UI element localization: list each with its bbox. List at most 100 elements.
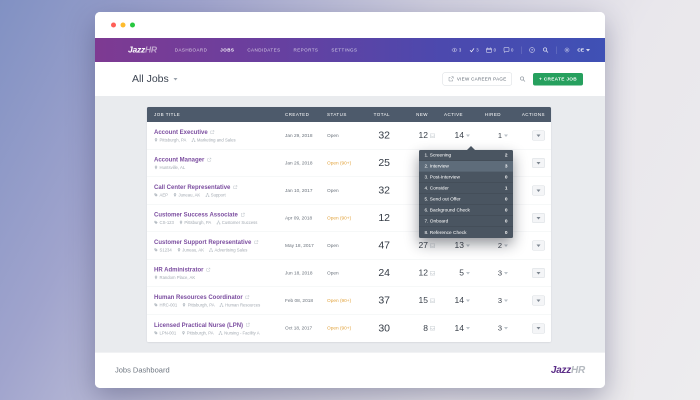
department-icon xyxy=(216,220,221,225)
stage-item-onboard[interactable]: 7. Onboard 0 xyxy=(419,216,513,227)
window-minimize-button[interactable] xyxy=(120,22,126,28)
inbox-icon[interactable] xyxy=(430,270,435,276)
chevron-down-icon[interactable] xyxy=(466,327,470,330)
browser-window: JazzHR DASHBOARD JOBS CANDIDATES REPORTS… xyxy=(95,12,605,388)
footer-caption: Jobs Dashboard xyxy=(115,366,170,375)
chevron-down-icon[interactable] xyxy=(504,271,508,275)
stage-item-screening[interactable]: 1. Screening 2 xyxy=(419,150,513,161)
inbox-icon[interactable] xyxy=(430,243,435,248)
hired-count[interactable]: 3 xyxy=(497,268,502,278)
stage-item-consider[interactable]: 4. Consider 1 xyxy=(419,183,513,194)
hired-count[interactable]: 2 xyxy=(497,241,502,250)
calendar-indicator[interactable]: 0 xyxy=(486,47,496,53)
job-meta: HRC-001 Pittsburgh, PA Human Resources xyxy=(154,303,285,308)
settings-gear-button[interactable] xyxy=(564,47,570,53)
external-link-icon[interactable] xyxy=(206,267,211,272)
total-count: 47 xyxy=(378,239,390,252)
chevron-down-icon[interactable] xyxy=(504,327,508,330)
chevron-down-icon[interactable] xyxy=(466,244,470,247)
active-count[interactable]: 13 xyxy=(454,240,464,251)
tasks-indicator[interactable]: 3 xyxy=(469,47,479,53)
hired-count[interactable]: 3 xyxy=(497,296,502,305)
chevron-down-icon[interactable] xyxy=(466,271,470,275)
row-actions-button[interactable] xyxy=(532,323,545,334)
nav-item-dashboard[interactable]: DASHBOARD xyxy=(174,47,208,53)
status-label: Open (90+) xyxy=(327,215,352,221)
job-title-link[interactable]: Customer Success Associate xyxy=(154,211,238,218)
watching-indicator[interactable]: 3 xyxy=(451,47,461,53)
active-count[interactable]: 14 xyxy=(454,323,464,333)
location-pin-icon xyxy=(177,248,181,252)
job-title-link[interactable]: Licensed Practical Nurse (LPN) xyxy=(154,321,244,329)
tag-icon xyxy=(154,248,158,252)
location-pin-icon xyxy=(173,193,177,197)
chevron-down-icon[interactable] xyxy=(504,244,508,247)
jazzhr-logo[interactable]: JazzHR xyxy=(128,45,157,55)
stage-item-post-interview[interactable]: 3. Post-Interview 0 xyxy=(419,172,513,183)
external-link-icon[interactable] xyxy=(233,185,238,190)
window-close-button[interactable] xyxy=(111,22,116,28)
row-actions-button[interactable] xyxy=(532,130,545,141)
created-date: Jun 18, 2018 xyxy=(285,270,313,276)
active-count[interactable]: 14 xyxy=(454,295,464,306)
jobs-filter-dropdown[interactable]: All Jobs xyxy=(132,73,178,85)
external-link-icon[interactable] xyxy=(207,157,212,162)
help-button[interactable]: ? xyxy=(529,47,535,53)
header-total: TOTAL xyxy=(373,112,390,117)
inbox-icon[interactable] xyxy=(430,298,435,303)
navbar-divider xyxy=(555,46,557,54)
external-link-icon[interactable] xyxy=(246,322,251,328)
tag-icon xyxy=(154,331,158,335)
chevron-down-icon xyxy=(536,299,541,302)
active-count[interactable]: 14 xyxy=(454,130,464,141)
nav-item-settings[interactable]: SETTINGS xyxy=(331,47,358,53)
external-link-icon[interactable] xyxy=(245,295,250,300)
row-actions-button[interactable] xyxy=(532,240,545,251)
create-job-button[interactable]: + CREATE JOB xyxy=(533,72,583,86)
job-title-link[interactable]: Account Executive xyxy=(154,128,208,136)
status-label: Open (90+) xyxy=(327,325,352,332)
view-career-page-button[interactable]: VIEW CAREER PAGE xyxy=(442,72,513,86)
external-link-icon[interactable] xyxy=(254,240,259,245)
nav-item-jobs[interactable]: JOBS xyxy=(220,47,235,53)
stage-item-send-out-offer[interactable]: 5. Send out Offer 0 xyxy=(419,194,513,205)
header-actions: ACTIONS xyxy=(521,112,545,117)
user-menu[interactable]: CE xyxy=(577,47,590,53)
row-actions-button[interactable] xyxy=(532,295,545,306)
job-title-link[interactable]: Call Center Representative xyxy=(154,183,231,191)
stage-item-reference-check[interactable]: 8. Reference Check 0 xyxy=(424,229,508,236)
jobs-search-button[interactable] xyxy=(520,76,526,82)
row-actions-button[interactable] xyxy=(532,268,545,278)
job-meta: CS-123 Pittsburgh, PA Customer Success xyxy=(154,220,285,225)
status-label: Open (90+) xyxy=(327,160,352,166)
row-actions-button[interactable] xyxy=(532,213,545,223)
stage-item-interview[interactable]: 2. Interview 3 xyxy=(419,161,513,172)
nav-item-reports[interactable]: REPORTS xyxy=(293,47,319,53)
inbox-icon[interactable] xyxy=(430,133,435,138)
row-actions-button[interactable] xyxy=(532,185,545,196)
nav-item-candidates[interactable]: CANDIDATES xyxy=(247,47,281,53)
external-link-icon[interactable] xyxy=(210,130,215,135)
window-zoom-button[interactable] xyxy=(130,22,135,28)
jobs-table: JOB TITLE CREATED STATUS TOTAL NEW ACTIV… xyxy=(147,107,551,342)
total-count: 37 xyxy=(378,294,390,307)
inbox-icon[interactable] xyxy=(430,326,435,331)
job-title-link[interactable]: Human Resources Coordinator xyxy=(154,293,243,301)
active-count[interactable]: 5 xyxy=(459,268,464,278)
job-title-link[interactable]: Account Manager xyxy=(154,156,205,163)
chevron-down-icon[interactable] xyxy=(466,134,470,137)
created-date: Oct 18, 2017 xyxy=(285,325,313,332)
row-actions-button[interactable] xyxy=(532,158,545,168)
hired-count[interactable]: 3 xyxy=(497,324,502,333)
job-title-link[interactable]: HR Administrator xyxy=(154,266,204,273)
new-count: 8 xyxy=(423,323,428,333)
navbar-search-button[interactable] xyxy=(542,47,549,53)
chevron-down-icon[interactable] xyxy=(504,299,508,302)
messages-indicator[interactable]: 0 xyxy=(503,47,513,53)
chevron-down-icon[interactable] xyxy=(504,134,508,137)
chevron-down-icon[interactable] xyxy=(466,299,470,302)
external-link-icon[interactable] xyxy=(240,212,245,217)
hired-count[interactable]: 1 xyxy=(497,131,502,140)
stage-item-background-check[interactable]: 6. Background Check 0 xyxy=(419,205,513,216)
job-title-link[interactable]: Customer Support Representative xyxy=(154,238,252,246)
